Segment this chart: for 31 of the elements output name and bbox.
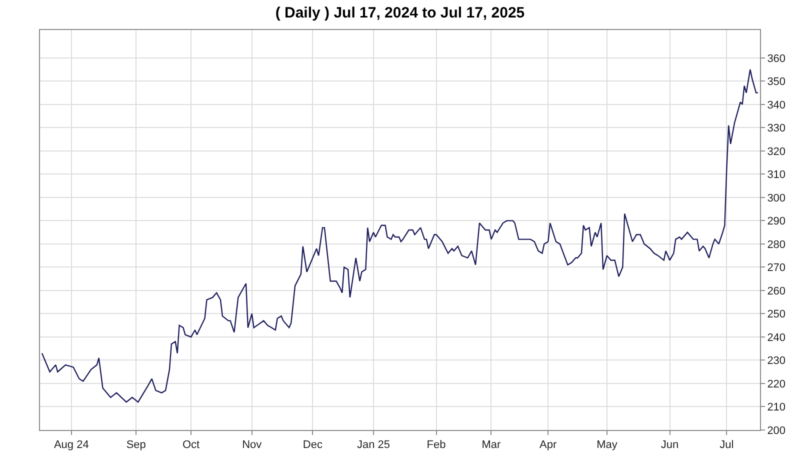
- y-tick-label: 350: [767, 76, 786, 88]
- x-tick-label: Mar: [482, 439, 502, 452]
- y-tick-label: 330: [767, 122, 786, 135]
- y-tick-label: 250: [767, 308, 786, 321]
- y-tick-label: 200: [767, 424, 786, 437]
- y-tick-label: 320: [767, 146, 786, 158]
- y-tick-label: 270: [767, 262, 786, 274]
- line-series: [41, 68, 759, 403]
- y-tick-label: 340: [767, 99, 786, 112]
- y-tick-label: 280: [767, 238, 786, 251]
- y-tick-label: 220: [767, 378, 786, 390]
- x-tick-label: Sep: [126, 439, 146, 452]
- x-tick-label: Dec: [302, 439, 323, 452]
- y-tick-label: 240: [767, 332, 786, 344]
- y-tick-label: 230: [767, 355, 786, 368]
- x-tick-label: Jul: [720, 439, 734, 452]
- x-tick-label: Aug 24: [54, 439, 89, 452]
- x-tick-label: Feb: [426, 439, 446, 452]
- y-tick-label: 360: [767, 52, 786, 65]
- y-tick-label: 210: [767, 402, 786, 414]
- y-tick-label: 260: [767, 285, 786, 298]
- x-tick-label: Apr: [540, 439, 558, 452]
- x-tick-label: May: [596, 439, 618, 452]
- x-tick-label: Jan 25: [356, 439, 390, 452]
- x-tick-label: Jun: [660, 439, 679, 452]
- chart-title: ( Daily ) Jul 17, 2024 to Jul 17, 2025: [275, 4, 525, 22]
- y-tick-label: 300: [767, 192, 786, 204]
- y-tick-label: 290: [767, 216, 786, 228]
- y-tick-label: 310: [767, 169, 786, 182]
- x-tick-label: Nov: [242, 439, 262, 452]
- x-tick-label: Oct: [182, 439, 200, 452]
